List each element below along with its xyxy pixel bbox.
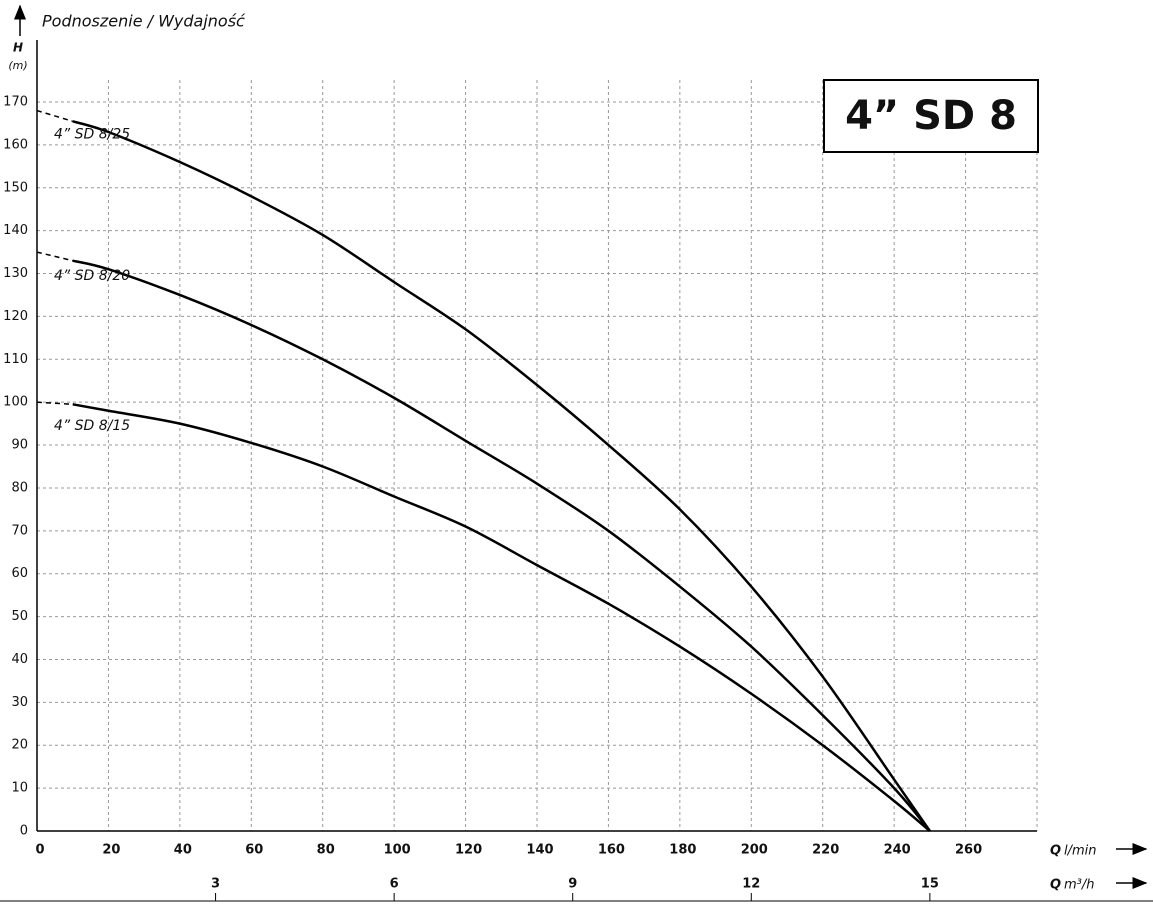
x-tick-label: 200	[741, 843, 768, 858]
y-tick-label: 30	[11, 695, 28, 710]
y-tick-label: 130	[3, 266, 28, 281]
x2-label-symbol: Q	[1050, 878, 1061, 893]
curve-extrapolated	[36, 401, 73, 406]
x-tick-label: 40	[174, 843, 192, 858]
y-tick-label: 140	[3, 223, 28, 238]
y-tick-label: 0	[20, 824, 28, 839]
x-tick-label: 120	[455, 843, 482, 858]
curve	[72, 259, 931, 832]
curve-extrapolated	[36, 109, 73, 123]
y-tick-label: 120	[3, 309, 28, 324]
y-tick-label: 80	[11, 480, 28, 495]
curve-extrapolated	[36, 251, 73, 262]
x-tick-label: 80	[317, 843, 335, 858]
x2-tick-label: 9	[568, 877, 577, 892]
x2-tick-label: 15	[921, 877, 939, 892]
y-tick-label: 150	[3, 180, 28, 195]
x-tick-label: 60	[245, 843, 263, 858]
curve	[72, 120, 931, 832]
y-tick-label: 50	[11, 609, 28, 624]
y-tick-label: 60	[11, 566, 28, 581]
x2-tick-label: 3	[211, 877, 220, 892]
x-tick-label: 0	[35, 843, 44, 858]
x2-tick-label: 12	[742, 877, 760, 892]
x-tick-label: 260	[955, 843, 982, 858]
badge-box	[823, 79, 1039, 153]
x-tick-label: 100	[384, 843, 411, 858]
badge: 4” SD 8	[845, 93, 1017, 139]
y-tick-label: 160	[3, 137, 28, 152]
y-tick-label: 10	[11, 781, 28, 796]
y-tick-label: 40	[11, 652, 28, 667]
x2-label-unit: m³/h	[1064, 878, 1095, 893]
series-label: 4” SD 8/15	[54, 418, 130, 434]
series-label: 4” SD 8/25	[54, 127, 130, 143]
y-tick-label: 170	[3, 95, 28, 110]
x-tick-label: 220	[812, 843, 839, 858]
y-tick-label: 20	[11, 738, 28, 753]
y-tick-label: 90	[11, 438, 28, 453]
y-tick-label: 100	[3, 395, 28, 410]
series-label: 4” SD 8/20	[54, 268, 130, 284]
x-tick-label: 20	[102, 843, 120, 858]
x-label-symbol: Q	[1050, 844, 1061, 859]
x-label-unit: l/min	[1064, 844, 1097, 859]
x-tick-label: 240	[884, 843, 911, 858]
chart-title: Podnoszenie / Wydajność	[42, 12, 246, 31]
x-tick-label: 160	[598, 843, 625, 858]
y-label: H	[13, 41, 23, 55]
x2-tick-label: 6	[390, 877, 399, 892]
x-tick-label: 180	[669, 843, 696, 858]
curve	[72, 403, 931, 832]
y-tick-label: 110	[3, 352, 28, 367]
x-tick-label: 140	[526, 843, 553, 858]
y-tick-label: 70	[11, 523, 28, 538]
y-unit: (m)	[8, 59, 27, 72]
